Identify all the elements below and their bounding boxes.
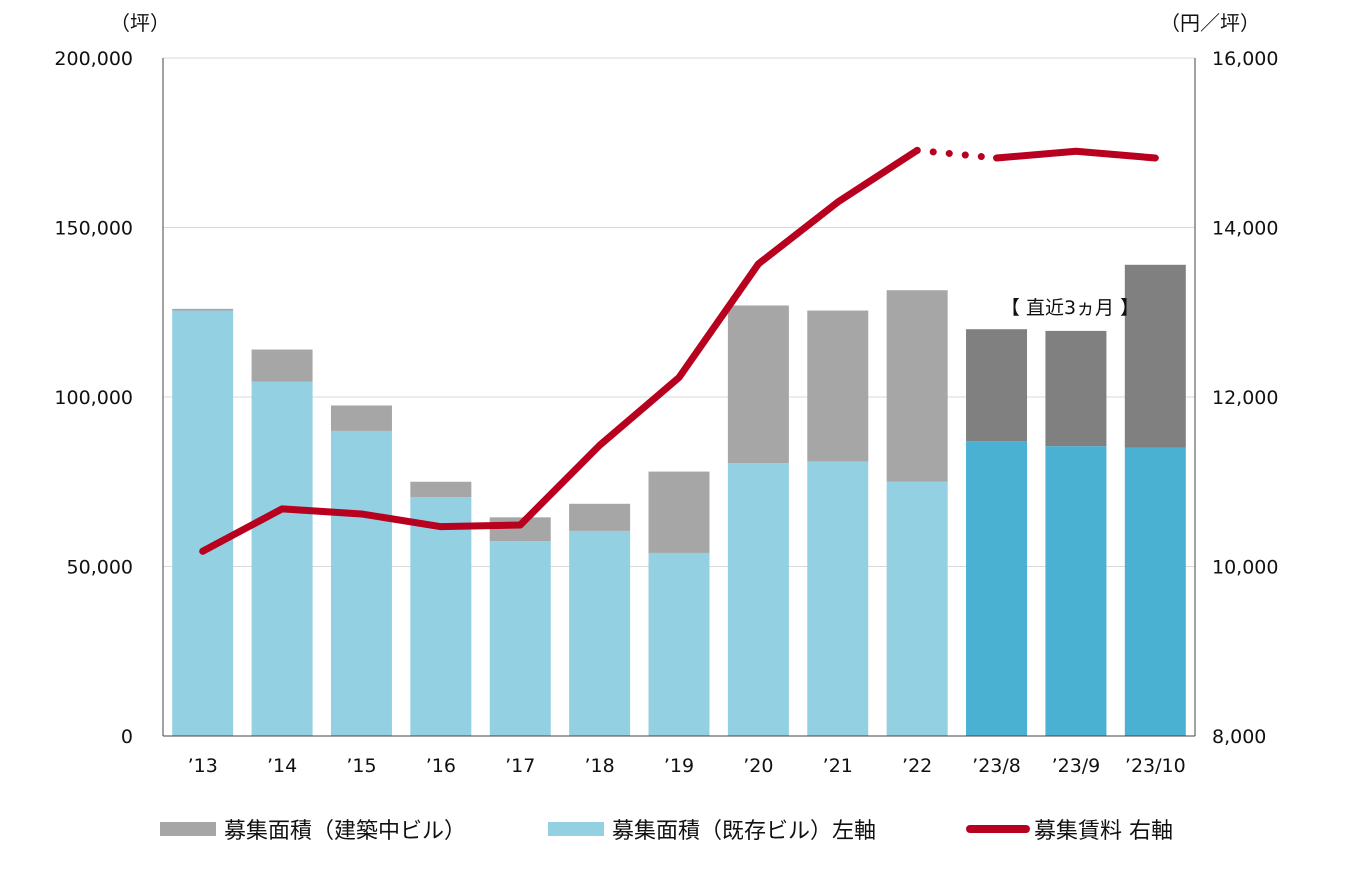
bar-construction	[966, 329, 1028, 442]
legend-item-existing: 募集面積（既存ビル）左軸	[548, 812, 876, 846]
left-axis-unit: （坪）	[110, 11, 170, 35]
bar-existing	[966, 441, 1028, 736]
left-tick-label: 150,000	[54, 218, 133, 240]
bar-existing	[807, 461, 869, 736]
legend-item-construction: 募集面積（建築中ビル）	[160, 812, 466, 846]
x-tick-label: ’13	[188, 755, 218, 777]
right-tick-label: 14,000	[1212, 218, 1278, 240]
legend-swatch-rent-line	[966, 825, 1030, 833]
bar-existing	[251, 381, 313, 736]
left-tick-label: 100,000	[54, 387, 133, 409]
rent-line-recent	[993, 147, 1159, 162]
x-tick-label: ’22	[902, 755, 932, 777]
rent-line	[199, 146, 921, 555]
x-tick-label: ’19	[664, 755, 694, 777]
bar-construction	[569, 503, 631, 531]
left-tick-label: 0	[121, 726, 133, 748]
right-tick-labels: 8,000 10,000 12,000 14,000 16,000	[1212, 48, 1278, 748]
left-tick-label: 50,000	[67, 557, 133, 579]
bar-existing	[1124, 447, 1186, 736]
legend-label: 募集賃料 右軸	[1034, 819, 1173, 844]
bar-construction	[886, 290, 948, 482]
x-tick-label: ’20	[743, 755, 773, 777]
x-tick-label: ’17	[505, 755, 535, 777]
bar-existing	[1045, 446, 1107, 736]
legend-item-rent: 募集賃料 右軸	[966, 812, 1173, 846]
bar-existing	[410, 497, 472, 736]
x-tick-label: ’18	[585, 755, 615, 777]
x-tick-label: ’23/9	[1052, 755, 1101, 777]
right-tick-label: 8,000	[1212, 726, 1266, 748]
bar-construction	[251, 349, 313, 382]
left-tick-labels: 0 50,000 100,000 150,000 200,000	[54, 48, 133, 748]
x-tick-label: ’14	[267, 755, 297, 777]
bar-existing	[489, 541, 551, 736]
left-tick-label: 200,000	[54, 48, 133, 70]
legend-label: 募集面積（建築中ビル）	[224, 819, 467, 844]
legend-swatch-existing	[548, 822, 604, 836]
right-tick-label: 12,000	[1212, 387, 1278, 409]
legend-swatch-construction	[160, 822, 216, 836]
axes	[162, 58, 1196, 737]
right-tick-label: 10,000	[1212, 557, 1278, 579]
bar-existing	[727, 463, 789, 736]
bar-existing	[569, 530, 631, 736]
bar-construction	[1124, 264, 1186, 448]
x-tick-label: ’23/8	[972, 755, 1021, 777]
bar-existing	[886, 481, 948, 736]
recent-annotation: 【 直近3ヵ月 】	[1001, 297, 1139, 319]
x-tick-label: ’15	[346, 755, 376, 777]
bar-construction	[1045, 330, 1107, 447]
bar-construction	[807, 310, 869, 462]
legend: 募集面積（建築中ビル） 募集面積（既存ビル）左軸 募集賃料 右軸	[0, 812, 1371, 846]
bar-construction	[172, 308, 234, 311]
bar-existing	[648, 552, 710, 736]
x-tick-labels: ’13 ’14 ’15 ’16 ’17 ’18 ’19 ’20 ’21 ’22 ’23/8 ’23/9…	[188, 755, 1186, 777]
right-axis-unit: （円／坪）	[1160, 11, 1260, 35]
rent-line-layer	[199, 146, 1159, 555]
legend-label: 募集面積（既存ビル）左軸	[612, 819, 877, 844]
bars	[172, 264, 1186, 736]
bar-construction	[648, 471, 710, 553]
bar-construction	[330, 405, 392, 431]
bar-construction	[410, 481, 472, 498]
rent-line-dotted	[913, 146, 1001, 162]
bar-existing	[172, 310, 234, 736]
bar-existing	[330, 430, 392, 736]
x-tick-label: ’16	[426, 755, 456, 777]
right-tick-label: 16,000	[1212, 48, 1278, 70]
x-tick-label: ’21	[823, 755, 853, 777]
x-tick-label: ’23/10	[1125, 755, 1186, 777]
bar-construction	[727, 305, 789, 464]
